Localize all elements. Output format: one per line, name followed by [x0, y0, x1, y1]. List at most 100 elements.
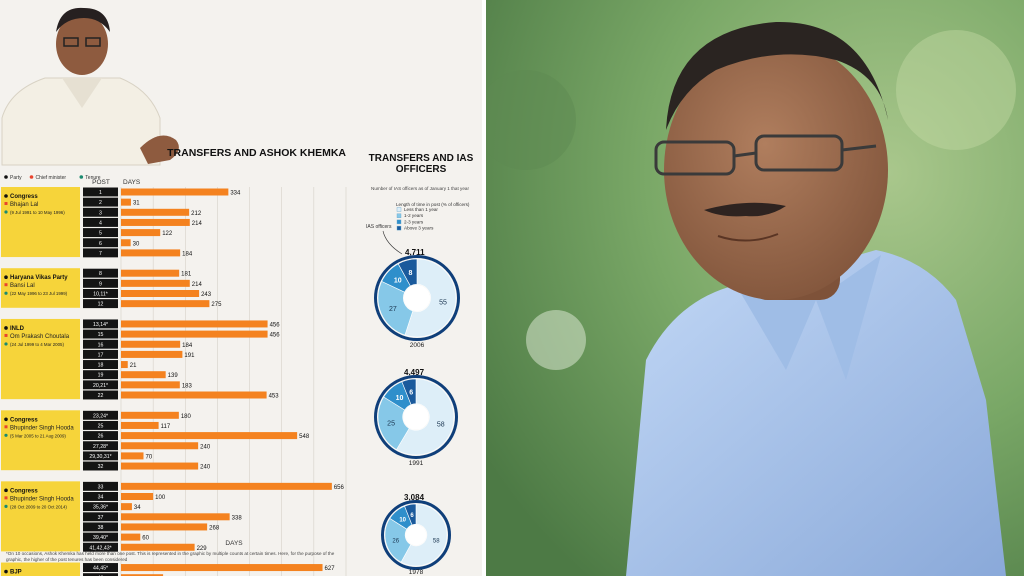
- legend-entry: Tenure: [85, 175, 101, 181]
- party-name: BJP: [10, 570, 22, 576]
- slice-label: 26: [392, 539, 399, 545]
- slice-label: 6: [409, 389, 413, 396]
- bar-value-label: 240: [200, 465, 211, 471]
- tenure-marker: [4, 291, 8, 295]
- post-cell: [83, 542, 118, 552]
- post-label: 27,28*: [93, 444, 108, 450]
- tenure-marker: [4, 210, 8, 214]
- post-cell: [83, 187, 118, 197]
- bar: [121, 574, 164, 576]
- ias-pointer-label: IAS officers: [366, 224, 392, 230]
- bar: [121, 340, 181, 348]
- post-cell: [83, 360, 118, 369]
- post-label: 3: [99, 210, 102, 216]
- bar-value-label: 181: [181, 272, 192, 278]
- cm-marker: [4, 283, 8, 287]
- footnote: *On 10 occasions, Ashok Khemka has held …: [6, 551, 335, 562]
- bar-value-label: 60: [142, 536, 149, 542]
- glasses: [654, 134, 877, 176]
- post-cell: [83, 217, 118, 227]
- legend-entry: Chief minister: [36, 175, 67, 181]
- ring-hole: [403, 404, 429, 430]
- post-label: 15: [98, 332, 104, 338]
- post-cell: [83, 248, 118, 258]
- party-group: Haryana Vikas Party Bansi Lal (22 May 1996…: [1, 268, 222, 308]
- chief-minister: Bhajan Lal: [10, 202, 38, 208]
- bar: [121, 533, 141, 541]
- bar-value-label: 268: [209, 525, 220, 531]
- post-cell: [83, 197, 118, 207]
- party-name: Congress: [10, 417, 38, 423]
- party-marker: [4, 275, 8, 280]
- post-cell: [83, 207, 118, 217]
- legend-marker: [29, 175, 34, 179]
- chief-minister: Bhupinder Singh Hooda: [10, 425, 74, 431]
- party-box: [1, 562, 80, 576]
- post-label: 19: [98, 373, 104, 379]
- bar-value-label: 180: [181, 414, 192, 420]
- bar: [121, 208, 190, 216]
- post-label: 2: [99, 200, 102, 206]
- ring-total: 3,084: [404, 493, 425, 502]
- bar: [121, 371, 166, 379]
- bar: [121, 381, 180, 389]
- ias-ring: 4,497 58 25 10 6 1991: [374, 368, 458, 467]
- bar: [121, 218, 190, 226]
- party-marker: [4, 569, 8, 574]
- ias-legend-swatch: [396, 219, 402, 225]
- post-label: 4: [99, 220, 102, 226]
- party-group: INLD Om Prakash Choutala (24 Jul 1999 to 4…: [1, 318, 281, 400]
- post-cell: [83, 512, 118, 522]
- party-marker: [4, 194, 8, 198]
- ias-title: TRANSFERS AND IAS OFFICERS: [368, 154, 474, 175]
- x-axis-label: DAYS: [225, 540, 243, 547]
- bar-value-label: 139: [168, 373, 179, 379]
- bar: [121, 503, 132, 511]
- post-label: 1: [99, 190, 102, 196]
- ias-legend-swatch: [396, 207, 402, 212]
- bar-value-label: 34: [134, 505, 141, 511]
- post-label: 44,45*: [93, 566, 108, 572]
- portrait-photo: [486, 0, 1024, 576]
- ring-total: 4,711: [405, 248, 425, 257]
- bar-value-label: 456: [270, 322, 281, 328]
- ring-slice: [400, 503, 448, 567]
- bar: [121, 320, 268, 328]
- post-label: 34: [98, 495, 104, 501]
- bar-value-label: 548: [299, 434, 310, 440]
- post-cell: [83, 502, 118, 512]
- cm-marker: [4, 333, 8, 337]
- bar-value-label: 183: [182, 383, 193, 389]
- slice-label: 10: [394, 277, 402, 284]
- post-label: 16: [98, 342, 104, 348]
- post-cell: [83, 522, 118, 532]
- post-cell: [83, 380, 118, 390]
- slice-label: 25: [387, 421, 395, 428]
- bar: [121, 350, 183, 358]
- shirt: [626, 250, 1006, 576]
- post-column-header: POST: [92, 179, 110, 186]
- ring-outline: [374, 375, 458, 459]
- bar: [121, 523, 208, 531]
- post-label: 25: [98, 423, 104, 429]
- party-group: Congress Bhajan Lal (9 Jul 1991 to 10 May …: [1, 187, 241, 257]
- legend-marker: [4, 175, 8, 179]
- legend-marker: [79, 175, 84, 179]
- slice-label: 55: [439, 300, 447, 307]
- infographic-panel: TRANSFERS AND ASHOK KHEMKA Party Chief mi…: [0, 0, 482, 576]
- tenure-marker: [4, 342, 8, 346]
- post-cell: [83, 370, 118, 380]
- ias-legend-swatch: [396, 225, 402, 231]
- post-cell: [83, 339, 118, 349]
- ias-legend-swatch: [396, 213, 402, 218]
- bar: [121, 411, 179, 419]
- ias-rings: 4,711 55 27 10 8 2006 4,497 58 25 10 6 1991 3,084 58 2…: [374, 248, 460, 576]
- party-name: Haryana Vikas Party: [10, 275, 68, 281]
- ias-officers-panel: TRANSFERS AND IAS OFFICERS Number of IAS…: [366, 154, 474, 576]
- post-cell: [83, 299, 118, 309]
- slice-label: 58: [433, 539, 440, 545]
- bar-value-label: 191: [184, 353, 195, 359]
- ias-legend-entry: Less than 1 year: [404, 207, 438, 212]
- post-cell: [83, 349, 118, 359]
